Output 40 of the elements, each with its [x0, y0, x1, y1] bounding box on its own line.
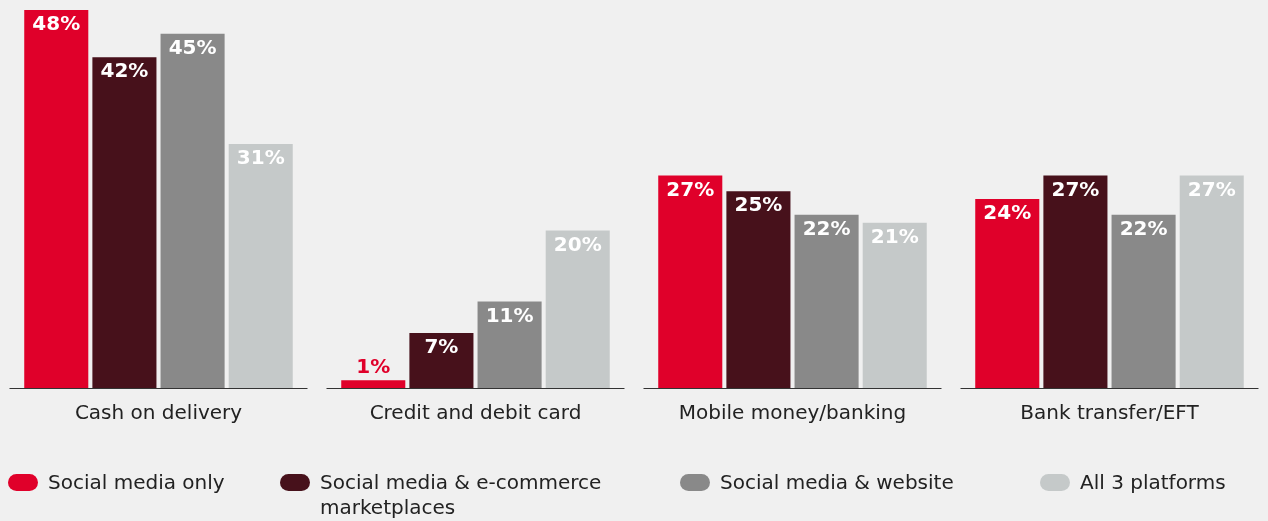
legend-label: Social media & website: [720, 470, 954, 495]
legend-label: All 3 platforms: [1080, 470, 1226, 495]
data-label: 42%: [100, 58, 149, 83]
data-label: 22%: [802, 215, 851, 240]
bar: [409, 332, 474, 388]
data-label: 7%: [424, 334, 459, 359]
bar: [1179, 175, 1244, 388]
x-tick-label: Mobile money/banking: [678, 400, 907, 425]
data-label: 31%: [236, 145, 285, 170]
bar: [794, 214, 859, 388]
bar: [862, 222, 927, 388]
data-label: 1%: [356, 354, 391, 379]
bar: [545, 230, 610, 388]
x-tick-label: Bank transfer/EFT: [1020, 400, 1200, 425]
data-label: 21%: [870, 223, 919, 248]
data-label: 11%: [485, 302, 534, 327]
bar: [1111, 214, 1176, 388]
data-label: 27%: [666, 176, 715, 201]
data-label: 45%: [168, 34, 217, 59]
data-label: 20%: [553, 231, 602, 256]
bar: [658, 175, 723, 388]
data-label: 27%: [1051, 176, 1100, 201]
bar: [228, 143, 293, 388]
data-label: 48%: [32, 11, 81, 36]
legend-label: Social media & e-commerce marketplaces: [320, 470, 603, 520]
x-tick-label: Cash on delivery: [74, 400, 243, 425]
x-tick-label: Credit and debit card: [369, 400, 582, 425]
bar: [1043, 175, 1108, 388]
bar: [477, 301, 542, 388]
bar: [160, 33, 225, 388]
data-label: 24%: [983, 200, 1032, 225]
bar: [92, 57, 157, 388]
data-label: 22%: [1119, 215, 1168, 240]
bar: [975, 199, 1040, 388]
bar: [726, 191, 791, 388]
bar: [24, 10, 89, 388]
bar: [341, 380, 406, 388]
legend-label: Social media only: [48, 470, 225, 495]
data-label: 27%: [1187, 176, 1236, 201]
data-label: 25%: [734, 192, 783, 217]
